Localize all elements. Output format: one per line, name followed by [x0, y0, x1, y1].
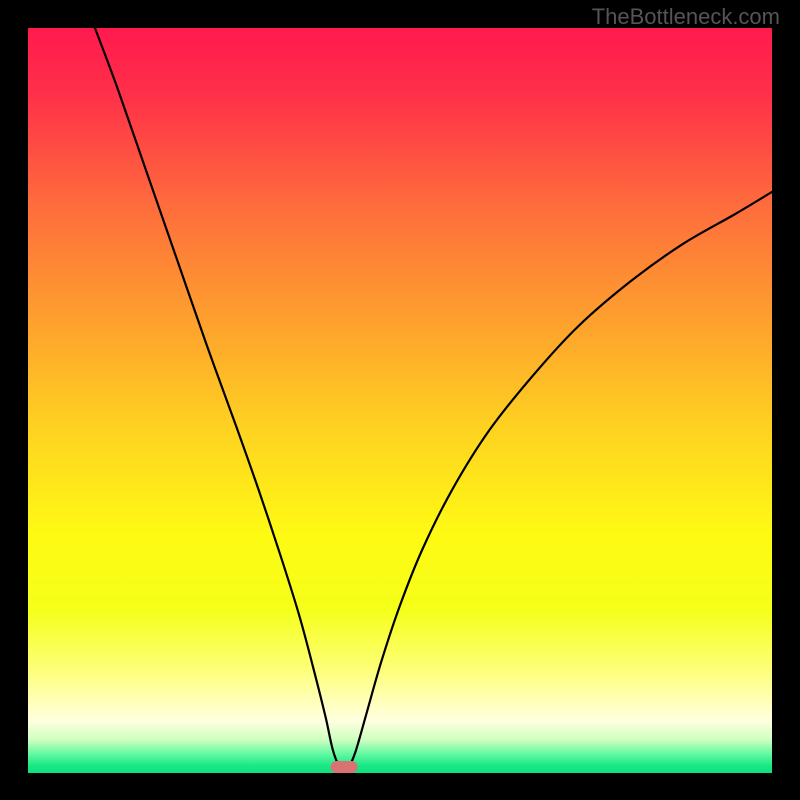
minimum-marker [331, 761, 358, 773]
watermark-text: TheBottleneck.com [592, 4, 780, 30]
bottleneck-curve [95, 28, 772, 770]
plot-area [28, 28, 772, 773]
curve-svg [28, 28, 772, 773]
